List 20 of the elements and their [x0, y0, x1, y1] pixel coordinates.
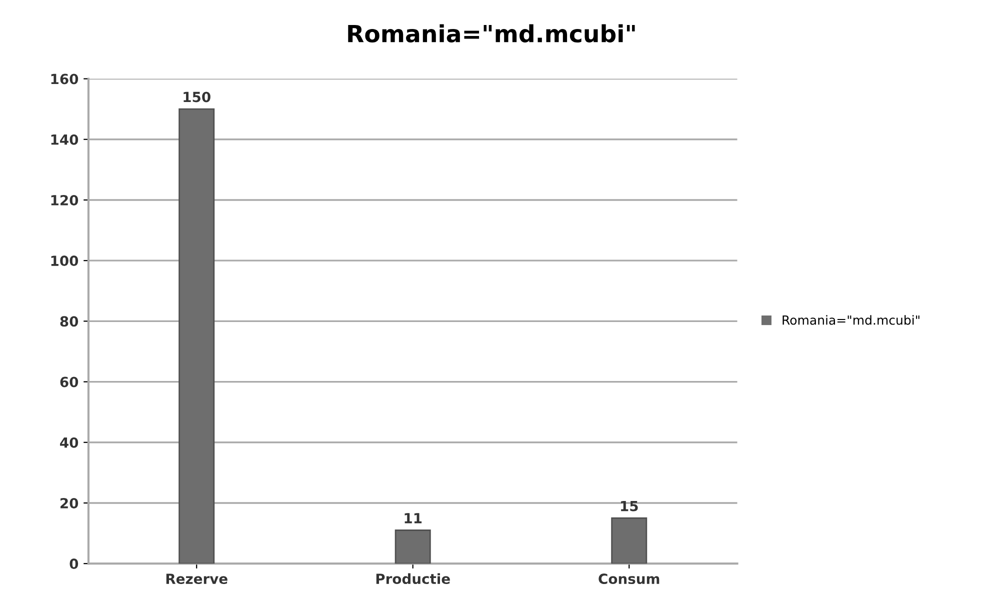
- data-label: 150: [184, 92, 210, 102]
- y-tick-label: 140: [51, 134, 78, 145]
- data-label: 15: [621, 500, 638, 512]
- bar: [611, 517, 648, 564]
- y-tick-label: 0: [70, 558, 78, 570]
- y-tick-label: 20: [60, 498, 78, 508]
- data-label: 11: [404, 513, 422, 524]
- x-tick-label: Rezerve: [166, 574, 228, 584]
- y-tick-label: 120: [51, 194, 78, 206]
- y-tick-label: 60: [60, 376, 78, 388]
- bar: [394, 530, 431, 564]
- y-tick-label: 80: [60, 316, 78, 327]
- legend-label: Romania="md.mcubi": [782, 315, 920, 325]
- y-tick-label: 40: [60, 437, 78, 448]
- bar: [178, 108, 215, 564]
- x-tick-label: Consum: [598, 574, 660, 584]
- chart-title: Romania="md.mcubi": [348, 24, 635, 43]
- x-tick-label: Productie: [376, 573, 450, 584]
- y-tick-label: 100: [51, 256, 78, 266]
- y-tick-label: 160: [51, 74, 78, 84]
